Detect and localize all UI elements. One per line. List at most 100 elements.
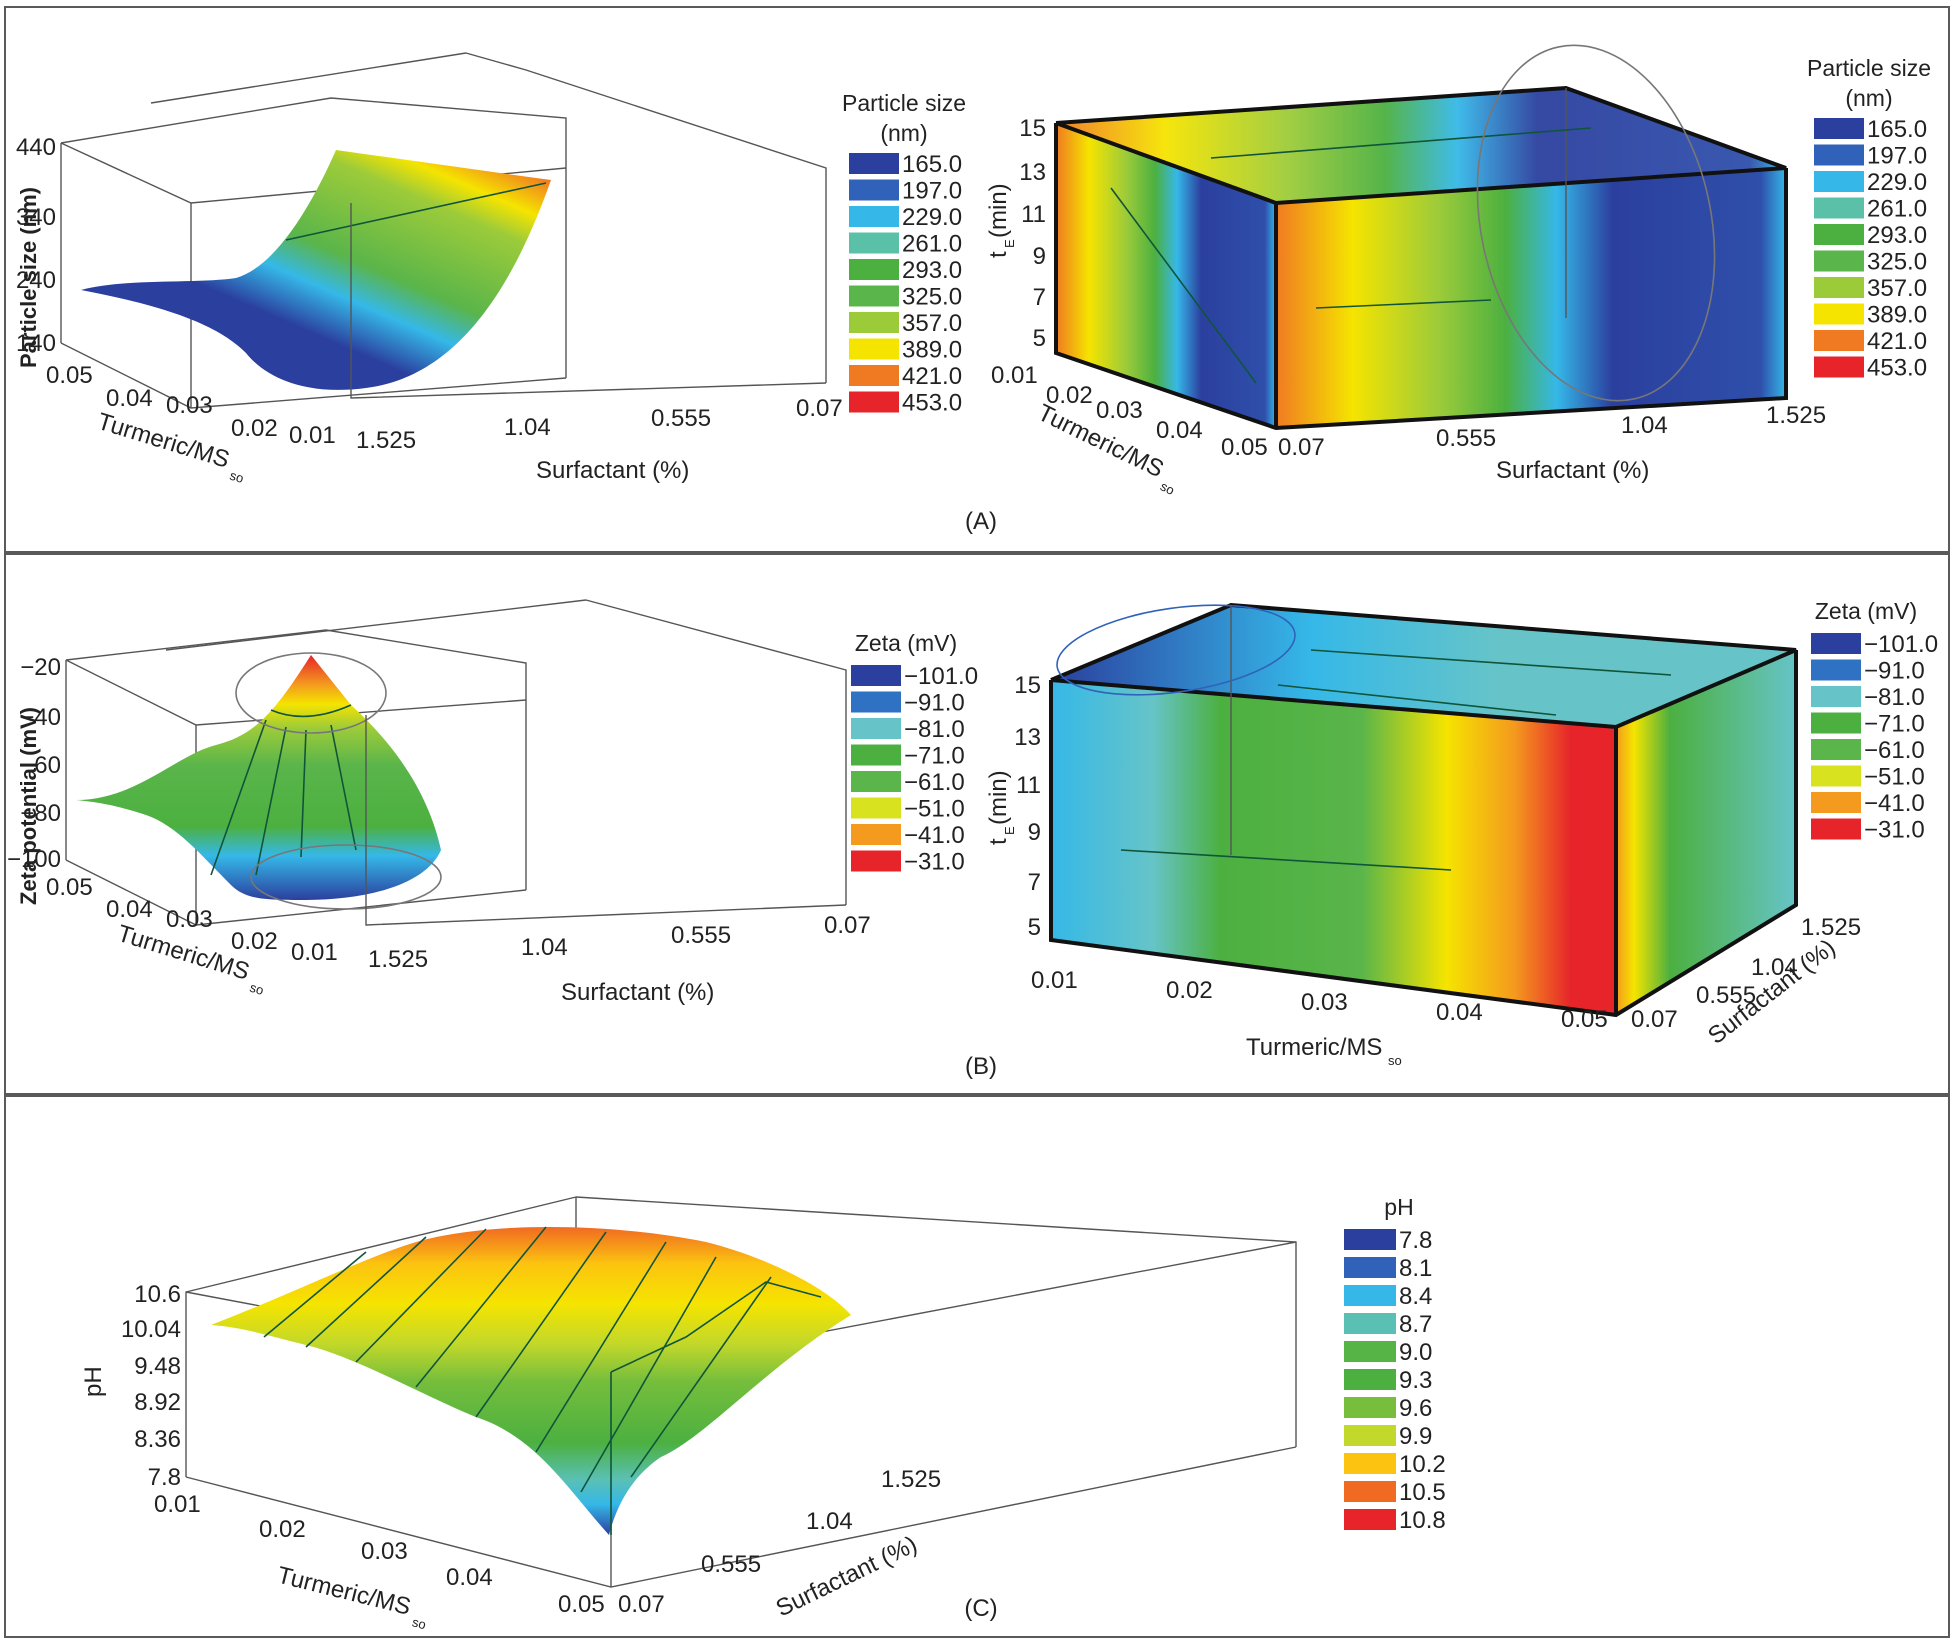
- legend-b-volume: Zeta (mV) −101.0−91.0−81.0−71.0−61.0−51.0…: [1811, 598, 1938, 844]
- legend-swatch: [1814, 277, 1864, 298]
- legend-value: −51.0: [1864, 764, 1925, 791]
- contour-line: [1210, 127, 1592, 159]
- contour-line: [1120, 849, 1452, 871]
- legend-a-surface: Particle size (nm) 165.0197.0229.0261.0293…: [842, 90, 966, 417]
- box-front-bottom-edge: [365, 715, 847, 926]
- z-tick: 240: [16, 267, 56, 294]
- y-tick: 0.555: [671, 922, 731, 949]
- legend-value: −101.0: [1864, 631, 1938, 658]
- legend-swatch: [1344, 1341, 1396, 1362]
- chart-a-surface: 440 340 240 140 Particle size (nm) 0.05 …: [16, 52, 966, 486]
- legend-value: 229.0: [1867, 169, 1927, 196]
- legend-swatch: [851, 771, 901, 792]
- legend-title: Particle size: [1807, 55, 1931, 81]
- highlight-ellipse: [1476, 44, 1716, 402]
- y-tick: 1.04: [521, 934, 568, 961]
- legend-swatch: [851, 850, 901, 872]
- legend-value: 165.0: [902, 151, 962, 178]
- surface-contour-line: [580, 1256, 717, 1493]
- x-tick: 0.04: [106, 896, 153, 923]
- legend-value: −61.0: [904, 769, 965, 796]
- y-tick: 1.525: [881, 1466, 941, 1493]
- legend-swatch: [1344, 1509, 1396, 1530]
- x-tick: 0.05: [46, 874, 93, 901]
- y-tick: 0.07: [1631, 1006, 1678, 1033]
- z-axis-label-subscript: E: [1002, 826, 1017, 835]
- legend-title: Particle size: [842, 90, 966, 116]
- legend-swatch: [849, 259, 899, 280]
- legend-swatch: [1811, 792, 1861, 813]
- panel-b-plots: −20 −40 −60 −80 −100 Zeta potential (mV)…: [7, 598, 1938, 1068]
- legend-value: 389.0: [902, 337, 962, 364]
- legend-swatch: [851, 824, 901, 845]
- z-axis-label-unit: (min): [985, 770, 1012, 825]
- volume-left-face: [1056, 123, 1276, 428]
- box-bottom-edge: [65, 859, 527, 926]
- z-tick: 440: [16, 134, 56, 161]
- x-tick: 0.02: [1046, 382, 1093, 409]
- z-tick: 15: [1014, 672, 1041, 699]
- z-tick: 8.36: [134, 1426, 181, 1453]
- surface-contour-line: [210, 719, 267, 876]
- y-tick: 1.04: [806, 1508, 853, 1535]
- x-tick: 0.02: [1166, 977, 1213, 1004]
- legend-swatch: [1811, 633, 1861, 654]
- surface-contour-line: [535, 1241, 667, 1453]
- x-tick: 0.04: [446, 1564, 493, 1591]
- z-axis-label: t E (min): [985, 770, 1017, 845]
- x-tick: 0.03: [1301, 989, 1348, 1016]
- z-axis-label: pH: [80, 1366, 107, 1397]
- legend-swatch: [849, 206, 899, 227]
- x-tick: 0.02: [259, 1516, 306, 1543]
- chart-b-volume: 15 13 11 9 7 5 t E (min) 0.01 0.02 0.03 …: [985, 598, 1938, 1068]
- panel-b: −20 −40 −60 −80 −100 Zeta potential (mV)…: [4, 551, 1950, 1095]
- y-tick: 0.555: [1436, 425, 1496, 452]
- legend-swatch: [851, 691, 901, 713]
- z-tick: 10.04: [121, 1316, 181, 1343]
- legend-swatch: [1344, 1285, 1396, 1306]
- y-tick: 0.555: [701, 1551, 761, 1578]
- legend-value: 261.0: [902, 231, 962, 258]
- legend-value: 357.0: [902, 310, 962, 337]
- x-tick: 0.03: [361, 1538, 408, 1565]
- legend-value: 261.0: [1867, 196, 1927, 223]
- legend-title: Zeta (mV): [855, 630, 957, 656]
- z-axis-label: Particle size (nm): [16, 187, 41, 368]
- legend-value: 421.0: [902, 363, 962, 390]
- y-tick: 0.07: [618, 1591, 665, 1618]
- legend-value: −91.0: [904, 690, 965, 717]
- x-tick: 0.01: [1031, 967, 1078, 994]
- legend-value: 9.3: [1399, 1367, 1432, 1394]
- y-tick: 1.525: [1801, 914, 1861, 941]
- legend-value: −41.0: [1864, 790, 1925, 817]
- z-axis-label-text: t: [985, 251, 1012, 258]
- legend-value: 7.8: [1399, 1227, 1432, 1254]
- x-tick: 0.03: [166, 392, 213, 419]
- x-tick: 0.05: [558, 1591, 605, 1618]
- x-tick: 0.03: [166, 906, 213, 933]
- box-back-edge: [60, 97, 567, 378]
- legend-value: 357.0: [1867, 275, 1927, 302]
- panel-a: 440 340 240 140 Particle size (nm) 0.05 …: [4, 6, 1950, 553]
- legend-swatch: [1814, 303, 1864, 325]
- box-bottom-edge: [185, 1446, 1297, 1588]
- surface-contour-curve: [270, 704, 352, 718]
- legend-swatch: [1811, 818, 1861, 840]
- legend-value: −61.0: [1864, 737, 1925, 764]
- legend-swatch: [1811, 765, 1861, 787]
- legend-swatch: [1811, 686, 1861, 707]
- legend-swatch: [849, 365, 899, 386]
- z-tick: −60: [20, 752, 61, 779]
- x-axis-label-subscript: so: [228, 468, 246, 486]
- legend-swatch: [849, 232, 899, 254]
- panel-label-b: (B): [965, 1053, 997, 1080]
- z-axis-label-subscript: E: [1002, 239, 1017, 248]
- legend-value: 165.0: [1867, 116, 1927, 143]
- legend-value: 389.0: [1867, 302, 1927, 329]
- legend-title: Zeta (mV): [1815, 598, 1917, 624]
- box-back-top-edge: [165, 599, 587, 651]
- contour-line: [1110, 187, 1257, 384]
- z-tick: −20: [20, 654, 61, 681]
- legend-swatch: [1811, 712, 1861, 734]
- surface-contour-line: [415, 1226, 547, 1388]
